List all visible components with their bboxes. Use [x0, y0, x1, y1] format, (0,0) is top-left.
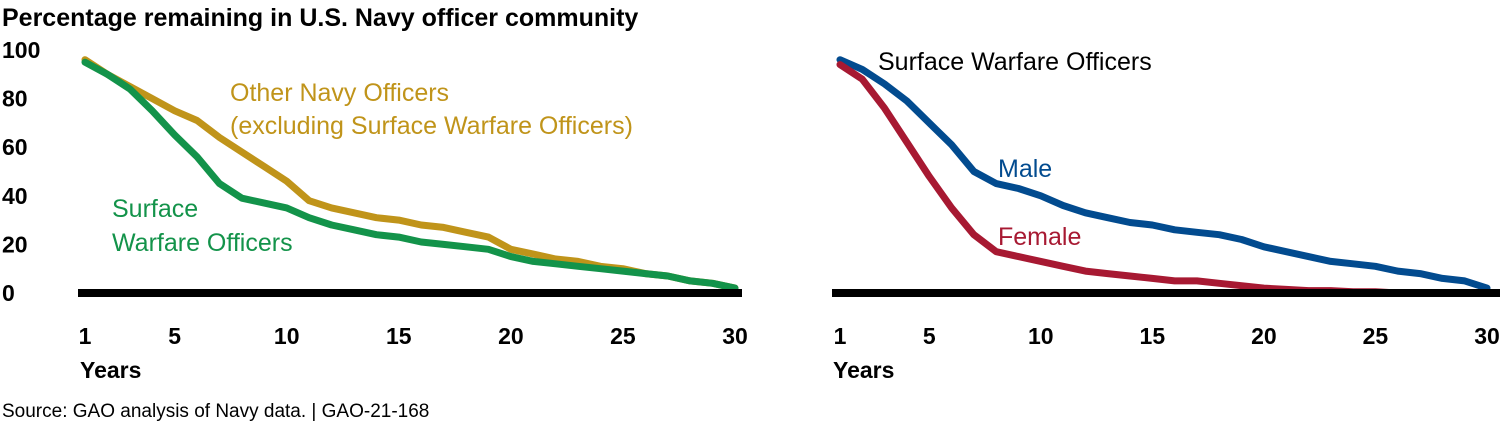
x-tick-label: 1: [834, 323, 847, 349]
series-label-male: Male: [998, 155, 1052, 183]
y-tick-label: 20: [2, 231, 28, 257]
series-line-female: [836, 61, 1491, 297]
x-tick-label: 30: [1474, 323, 1500, 349]
x-tick-label: 5: [923, 323, 936, 349]
x-tick-label: 10: [1028, 323, 1054, 349]
x-tick-label: 5: [168, 323, 181, 349]
x-tick-label: 20: [498, 323, 524, 349]
series-label-other-sub: (excluding Surface Warfare Officers): [230, 112, 633, 140]
y-tick-label: 40: [2, 183, 28, 209]
right-panel-title: Surface Warfare Officers: [878, 48, 1152, 76]
x-tick-label: 1: [79, 323, 92, 349]
series-label-swo: Surface: [112, 195, 198, 223]
x-axis-label-right: Years: [833, 357, 894, 383]
x-tick-label: 30: [722, 323, 748, 349]
chart-title: Percentage remaining in U.S. Navy office…: [2, 4, 638, 32]
y-tick-label: 100: [2, 37, 40, 63]
x-axis-line: [832, 289, 1500, 297]
x-tick-label: 20: [1251, 323, 1277, 349]
source-note: Source: GAO analysis of Navy data. | GAO…: [2, 401, 429, 422]
x-tick-label: 25: [610, 323, 636, 349]
x-axis-label-left: Years: [80, 357, 141, 383]
x-tick-label: 15: [386, 323, 412, 349]
x-axis-line: [78, 289, 742, 297]
y-tick-label: 0: [2, 280, 15, 306]
series-label-swo-sub: Warfare Officers: [112, 229, 293, 257]
series-label-other: Other Navy Officers: [230, 79, 449, 107]
series-label-female: Female: [998, 223, 1081, 251]
x-tick-label: 25: [1363, 323, 1389, 349]
y-tick-label: 60: [2, 134, 28, 160]
right-panel: 1 5 10 15 20 25 30: [832, 56, 1500, 349]
series-line-male: [836, 56, 1491, 292]
y-tick-label: 80: [2, 86, 28, 112]
series-line-surface: [81, 58, 739, 292]
x-tick-label: 10: [274, 323, 300, 349]
x-tick-label: 15: [1140, 323, 1166, 349]
